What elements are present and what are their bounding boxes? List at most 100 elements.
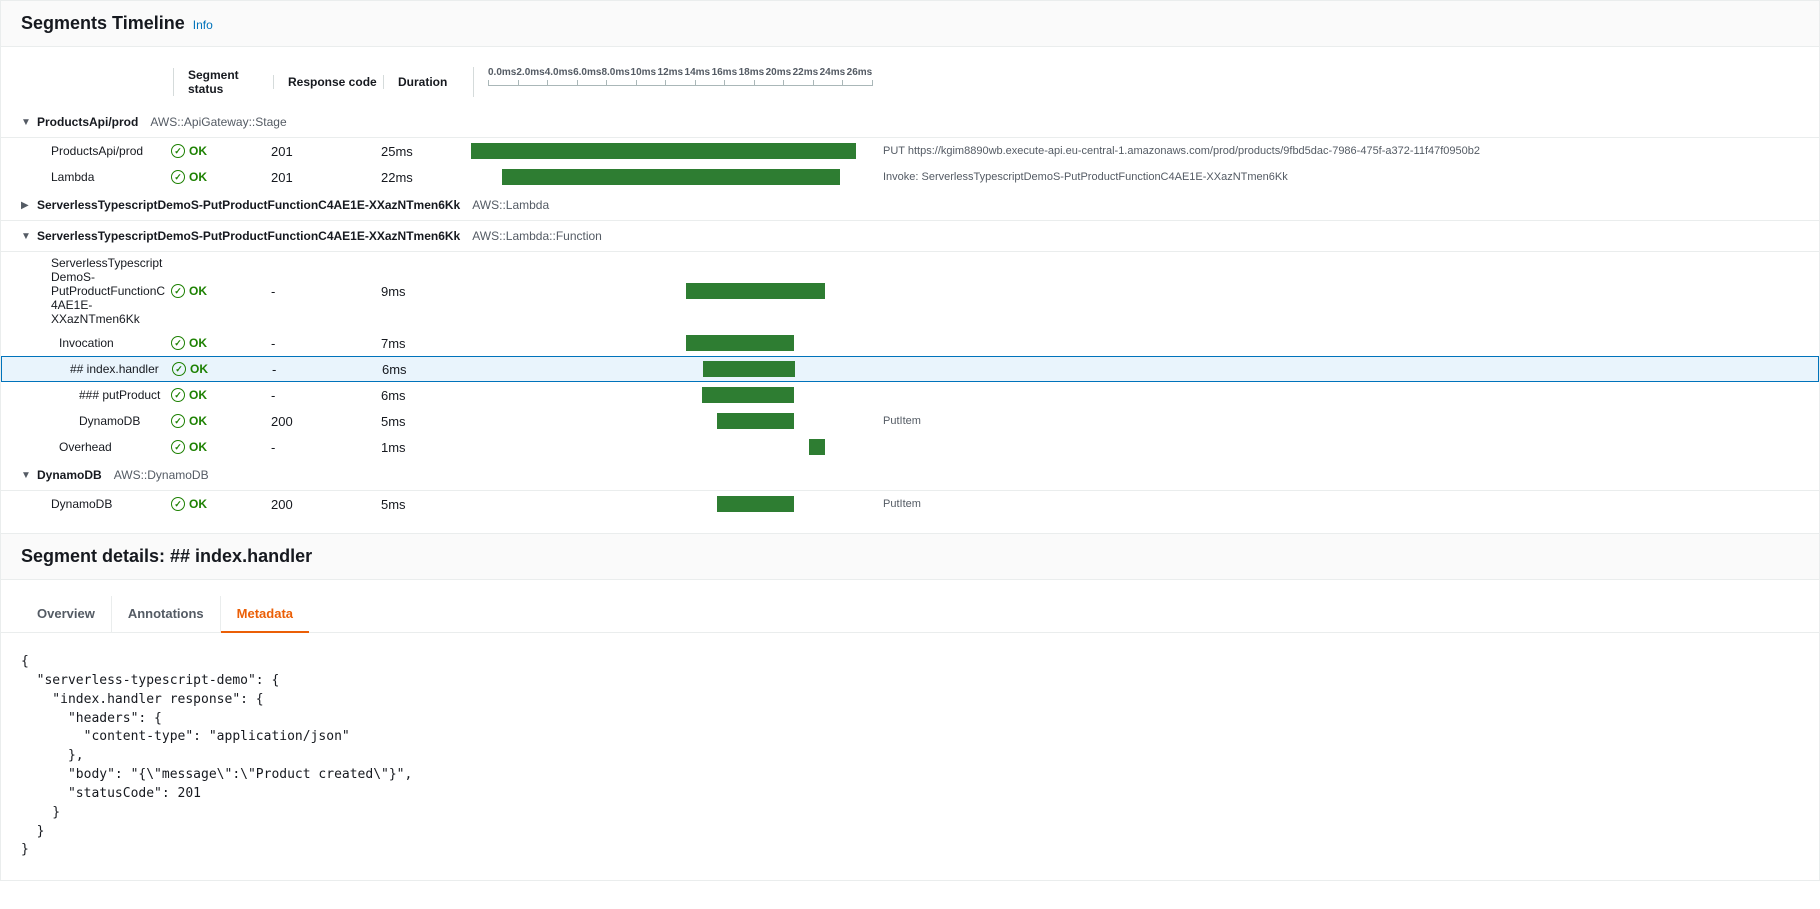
col-status-header: Segment status [173, 68, 273, 96]
axis-tick: 6.0ms [573, 67, 601, 78]
segment-row[interactable]: Invocation✓ OK -7ms [1, 330, 1819, 356]
metadata-json: { "serverless-typescript-demo": { "index… [1, 633, 1819, 880]
response-code: 200 [271, 414, 381, 429]
segment-name: ## index.handler [22, 362, 172, 376]
details-tabs: Overview Annotations Metadata [1, 580, 1819, 633]
timeline-bar-cell [471, 143, 871, 159]
segment-row[interactable]: DynamoDB✓OK2005msPutItem [1, 491, 1819, 517]
axis-tick: 2.0ms [516, 67, 544, 78]
segments-timeline-header: Segments Timeline Info [0, 0, 1820, 47]
response-code: 201 [271, 170, 381, 185]
group-row[interactable]: ▼ProductsApi/prodAWS::ApiGateway::Stage [1, 107, 1819, 138]
segment-row[interactable]: ### putProduct✓OK-6ms [1, 382, 1819, 408]
segment-label: PUT https://kgim8890wb.execute-api.eu-ce… [871, 145, 1480, 157]
segment-status: ✓ OK [171, 170, 271, 184]
duration: 25ms [381, 144, 471, 159]
col-code-header: Response code [273, 75, 383, 89]
timeline-bar [702, 387, 794, 403]
group-name: ProductsApi/prod [37, 115, 138, 129]
segment-name: Invocation [21, 336, 171, 350]
duration: 6ms [381, 388, 471, 403]
segment-label: PutItem [871, 498, 921, 510]
panel-title: Segments Timeline [21, 13, 185, 34]
column-headers: Segment status Response code Duration 0.… [1, 63, 1819, 107]
segment-status: ✓ OK [171, 414, 271, 428]
response-code: - [271, 440, 381, 455]
ok-icon: ✓ [171, 497, 185, 511]
response-code: - [271, 336, 381, 351]
timeline-bar [809, 439, 824, 455]
timeline-bar [471, 143, 856, 159]
caret-right-icon[interactable]: ▶ [21, 200, 33, 211]
ok-icon: ✓ [171, 414, 185, 428]
timeline-bar [686, 335, 794, 351]
ok-icon: ✓ [171, 336, 185, 350]
status-text: OK [189, 497, 207, 511]
axis-tick: 16ms [711, 67, 738, 78]
timeline-bar-cell [471, 169, 871, 185]
status-text: OK [189, 336, 207, 350]
ok-icon: ✓ [171, 388, 185, 402]
timeline-bar-cell [471, 335, 871, 351]
group-row[interactable]: ▶ServerlessTypescriptDemoS-PutProductFun… [1, 190, 1819, 221]
segment-row[interactable]: DynamoDB✓OK2005msPutItem [1, 408, 1819, 434]
segment-name: ProductsApi/prod [21, 144, 171, 158]
tab-overview[interactable]: Overview [21, 596, 112, 632]
duration: 5ms [381, 497, 471, 512]
segment-name: ### putProduct [21, 388, 171, 402]
caret-down-icon[interactable]: ▼ [21, 231, 33, 242]
segment-status: ✓ OK [171, 284, 271, 298]
timeline-bar [686, 283, 824, 299]
group-row[interactable]: ▼ DynamoDB AWS::DynamoDB [1, 460, 1819, 491]
axis-tick: 22ms [792, 67, 819, 78]
tab-metadata[interactable]: Metadata [221, 596, 309, 633]
timeline-bar-cell [471, 283, 871, 299]
tab-annotations[interactable]: Annotations [112, 596, 221, 632]
caret-down-icon[interactable]: ▼ [21, 117, 33, 128]
ok-icon: ✓ [171, 284, 185, 298]
duration: 7ms [381, 336, 471, 351]
status-text: OK [189, 414, 207, 428]
ok-icon: ✓ [171, 440, 185, 454]
segment-details-body: Overview Annotations Metadata { "serverl… [0, 580, 1820, 881]
group-row[interactable]: ▼ServerlessTypescriptDemoS-PutProductFun… [1, 221, 1819, 252]
segment-status: ✓ OK [171, 144, 271, 158]
timeline-bar-cell [472, 361, 872, 377]
status-text: OK [189, 440, 207, 454]
ok-icon: ✓ [171, 170, 185, 184]
segment-status: ✓OK [171, 388, 271, 402]
group-name: DynamoDB [37, 468, 102, 482]
axis-tick: 14ms [684, 67, 711, 78]
axis-tick: 20ms [765, 67, 792, 78]
axis-tick: 24ms [819, 67, 846, 78]
segment-status: ✓ OK [171, 497, 271, 511]
timeline-body: Segment status Response code Duration 0.… [0, 47, 1820, 533]
axis-tick: 8.0ms [601, 67, 629, 78]
segment-row[interactable]: Lambda✓OK20122msInvoke: ServerlessTypesc… [1, 164, 1819, 190]
group-type: AWS::DynamoDB [114, 468, 209, 482]
group-type: AWS::Lambda::Function [472, 229, 602, 243]
status-text: OK [189, 284, 207, 298]
status-text: OK [189, 144, 207, 158]
response-code: - [271, 284, 381, 299]
timeline-bar-cell [471, 439, 871, 455]
segment-name: Overhead [21, 440, 171, 454]
segment-row[interactable]: ## index.handler✓OK-6ms [1, 356, 1819, 382]
segment-name: DynamoDB [21, 414, 171, 428]
info-link[interactable]: Info [193, 18, 213, 32]
segment-row[interactable]: ServerlessTypescriptDemoS-PutProductFunc… [1, 252, 1819, 330]
segment-name: DynamoDB [21, 497, 171, 511]
timeline-bar-cell [471, 387, 871, 403]
segment-name: ServerlessTypescriptDemoS-PutProductFunc… [21, 256, 171, 326]
axis-tick: 12ms [657, 67, 684, 78]
ok-icon: ✓ [172, 362, 186, 376]
duration: 1ms [381, 440, 471, 455]
caret-down-icon[interactable]: ▼ [21, 470, 33, 481]
response-code: - [272, 362, 382, 377]
timeline-bar-cell [471, 496, 871, 512]
axis-tick: 0.0ms [488, 67, 516, 78]
segment-row[interactable]: Overhead✓ OK -1ms [1, 434, 1819, 460]
ok-icon: ✓ [171, 144, 185, 158]
segment-row[interactable]: ProductsApi/prod✓OK20125msPUT https://kg… [1, 138, 1819, 164]
status-text: OK [189, 170, 207, 184]
